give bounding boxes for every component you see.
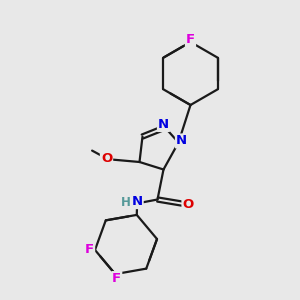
- Text: F: F: [186, 33, 195, 46]
- Text: N: N: [158, 118, 169, 131]
- Text: O: O: [101, 152, 112, 165]
- Text: F: F: [85, 244, 94, 256]
- Text: F: F: [112, 272, 121, 285]
- Text: O: O: [182, 197, 194, 211]
- Text: N: N: [131, 195, 143, 208]
- Text: H: H: [121, 196, 131, 209]
- Text: N: N: [176, 134, 187, 148]
- Text: methoxy: methoxy: [85, 146, 92, 147]
